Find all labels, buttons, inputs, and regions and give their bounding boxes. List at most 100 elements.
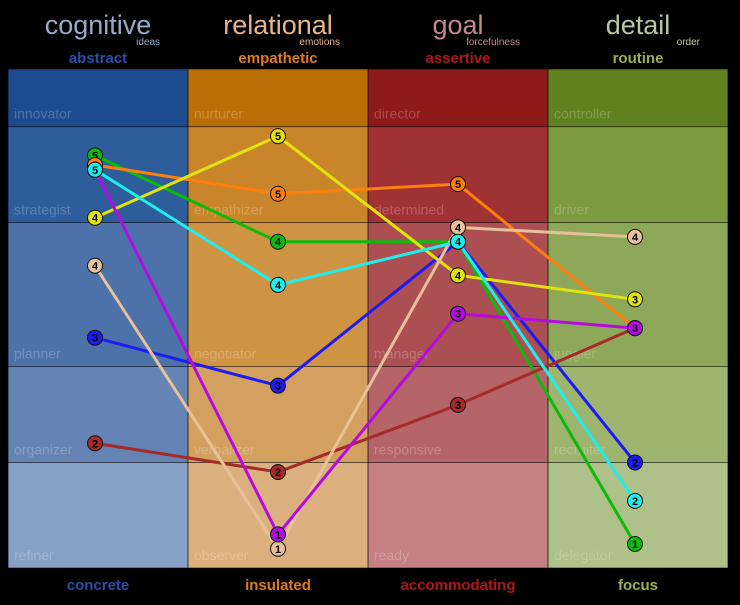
- series-point-0-1: [270, 233, 286, 250]
- series-point-4-1: [270, 464, 286, 481]
- band-label-verbalizer: verbalizer: [194, 441, 255, 457]
- column-subtitle-order: order: [677, 37, 701, 48]
- series-line-4: [94, 326, 636, 474]
- series-point-3-1: [270, 128, 286, 145]
- series-point-2-3: [627, 454, 643, 471]
- band-label-organizer: organizer: [14, 441, 73, 457]
- column-top-label-assertive: assertive: [425, 50, 490, 67]
- series-line-0: [94, 154, 637, 545]
- band-innovator: [8, 69, 188, 127]
- series-point-1-1: [270, 185, 286, 202]
- series-line-6: [93, 169, 636, 536]
- series-point-label-1-2: 5: [455, 179, 461, 191]
- band-responsive: [368, 366, 548, 463]
- series-point-label-4-0: 2: [92, 438, 98, 450]
- series-point-label-6-2: 3: [455, 309, 461, 321]
- series-point-3-2: [450, 267, 466, 284]
- column-title-detail: detail: [606, 10, 671, 40]
- series-point-0-3: [627, 536, 643, 553]
- column-top-label-routine: routine: [613, 50, 664, 67]
- series-point-4-2: [450, 396, 466, 413]
- column-title-goal: goal: [432, 10, 483, 40]
- series-point-label-2-1: 3: [275, 381, 281, 393]
- column-title-cognitive: cognitive: [45, 10, 152, 40]
- column-subtitle-forcefulness: forcefulness: [466, 37, 520, 48]
- series-line-1: [94, 163, 636, 330]
- band-label-director: director: [374, 106, 421, 122]
- series-point-label-4-1: 2: [275, 467, 281, 479]
- series-point-3-0: [87, 209, 103, 226]
- series-lines: [93, 134, 637, 551]
- band-label-strategist: strategist: [14, 202, 71, 218]
- series-point-label-1-1: 5: [275, 189, 281, 201]
- band-label-observer: observer: [194, 547, 249, 563]
- band-label-nurturer: nurturer: [194, 106, 243, 122]
- series-point-6-3: [627, 320, 643, 337]
- series-point-label-3-2: 4: [455, 270, 462, 282]
- series-line-3: [94, 134, 636, 301]
- series-points: 54415553334245432233414451335442: [87, 128, 643, 557]
- band-determined: [368, 126, 548, 223]
- series-point-6-1: [270, 526, 286, 543]
- band-label-determined: determined: [374, 202, 444, 218]
- band-ready: [368, 462, 548, 568]
- series-point-6-2: [450, 305, 466, 322]
- series-point-4-0: [87, 435, 103, 452]
- column-title-relational: relational: [223, 10, 333, 40]
- series-point-label-0-3: 1: [632, 539, 638, 551]
- series-point-label-6-1: 1: [275, 529, 281, 541]
- band-label-driver: driver: [554, 202, 589, 218]
- series-point-1-2: [450, 176, 466, 193]
- band-label-negotiator: negotiator: [194, 345, 257, 361]
- series-point-5-3: [627, 228, 643, 245]
- series-point-7-2: [450, 233, 466, 250]
- series-point-3-3: [627, 291, 643, 308]
- column-bottom-label-accommodating: accommodating: [400, 577, 515, 594]
- series-point-7-1: [270, 276, 286, 293]
- series-point-label-0-0: 5: [92, 150, 98, 162]
- series-line-2: [94, 240, 637, 464]
- series-point-label-7-1: 4: [275, 280, 282, 292]
- column-subtitle-ideas: ideas: [136, 37, 160, 48]
- series-point-label-5-0: 4: [92, 261, 99, 273]
- series-point-7-3: [627, 492, 643, 509]
- column-bottom-label-focus: focus: [618, 577, 658, 594]
- column-bottom-label-concrete: concrete: [67, 577, 130, 594]
- series-point-2-1: [270, 377, 286, 394]
- band-label-innovator: innovator: [14, 106, 72, 122]
- series-line-5: [93, 225, 636, 551]
- series-point-label-3-1: 5: [275, 131, 281, 143]
- series-point-label-7-0: 5: [92, 165, 98, 177]
- series-line-7: [94, 168, 637, 502]
- band-label-delegator: delegator: [554, 547, 613, 563]
- band-label-empathizer: empathizer: [194, 202, 264, 218]
- series-point-label-2-3: 2: [632, 457, 638, 469]
- series-point-label-6-3: 3: [632, 323, 638, 335]
- series-point-label-3-0: 4: [92, 213, 99, 225]
- band-label-refiner: refiner: [14, 547, 54, 563]
- series-point-label-5-2: 4: [455, 222, 462, 234]
- series-point-label-5-1: 1: [275, 544, 281, 556]
- band-label-planner: planner: [14, 345, 61, 361]
- series-point-label-5-3: 4: [632, 232, 639, 244]
- series-point-5-0: [87, 257, 103, 274]
- series-point-2-0: [87, 329, 103, 346]
- series-point-label-4-2: 3: [455, 400, 461, 412]
- band-nurturer: [188, 69, 368, 127]
- gridlines: [7, 68, 729, 569]
- column-top-label-empathetic: empathetic: [238, 50, 317, 67]
- band-label-controller: controller: [554, 106, 612, 122]
- band-controller: [548, 69, 728, 127]
- band-director: [368, 69, 548, 127]
- series-point-label-7-3: 2: [632, 496, 638, 508]
- band-driver: [548, 126, 728, 223]
- column-bottom-label-insulated: insulated: [245, 577, 311, 594]
- band-label-ready: ready: [374, 547, 409, 563]
- series-point-label-7-2: 4: [455, 237, 462, 249]
- column-subtitle-emotions: emotions: [299, 37, 340, 48]
- band-refiner: [8, 462, 188, 568]
- column-top-label-abstract: abstract: [69, 50, 127, 67]
- series-point-label-0-1: 4: [275, 237, 282, 249]
